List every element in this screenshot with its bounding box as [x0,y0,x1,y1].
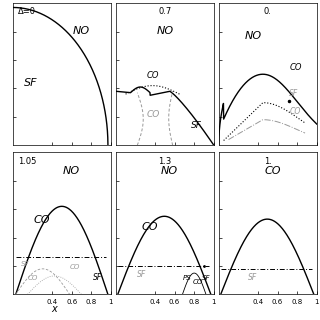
Text: SF: SF [191,121,202,130]
Text: CO: CO [28,275,38,281]
Text: NO: NO [244,31,262,41]
Text: 1.3: 1.3 [158,156,172,166]
Text: CO: CO [264,166,281,176]
Text: 0.: 0. [264,7,272,16]
Text: CO: CO [192,279,203,285]
Text: CO: CO [289,63,302,72]
Text: SF: SF [24,77,37,88]
Text: NO: NO [73,27,90,36]
Text: PS: PS [182,275,191,281]
Text: NO: NO [156,27,173,36]
Text: CO: CO [147,71,159,81]
Text: CO: CO [289,107,301,116]
Text: Δ=0: Δ=0 [18,7,36,16]
Text: CO: CO [70,264,80,270]
Text: SF: SF [93,273,102,282]
Text: SF: SF [137,270,147,279]
Text: SF: SF [202,275,211,281]
Text: NO: NO [161,166,178,176]
Text: SF: SF [289,89,299,98]
Text: 0.7: 0.7 [158,7,172,16]
Text: x: x [52,304,57,314]
Text: 1.: 1. [264,156,272,166]
Text: CO: CO [146,110,160,119]
Text: 1.05: 1.05 [18,156,36,166]
Text: CO: CO [142,222,158,232]
Text: NO: NO [63,166,80,176]
Text: SF: SF [248,273,257,282]
Text: CO: CO [34,215,51,225]
Text: SF: SF [21,261,29,267]
